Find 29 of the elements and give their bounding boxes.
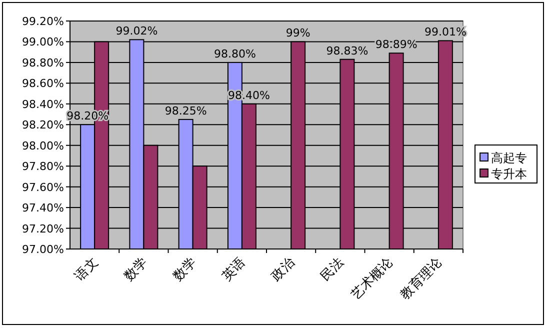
data-label: 98.25%: [164, 104, 207, 118]
y-tick-label: 97.80%: [22, 160, 64, 174]
y-tick-label: 98.20%: [22, 118, 64, 132]
y-tick-label: 97.00%: [22, 243, 64, 256]
x-tick-label: 艺术概论: [348, 255, 396, 303]
y-tick-label: 99.20%: [22, 15, 64, 28]
y-tick-label: 97.40%: [22, 202, 64, 215]
y-tick-label: 97.60%: [22, 180, 64, 194]
y-tick-label: 98.60%: [22, 77, 64, 90]
y-tick-label: 98.00%: [22, 139, 64, 152]
y-tick-label: 98.40%: [22, 98, 64, 111]
legend-label: 高起专: [491, 151, 527, 165]
data-label: 99.01%: [424, 26, 466, 39]
x-tick-label: 政治: [268, 255, 298, 284]
data-label: 98.80%: [214, 47, 256, 60]
data-label: 99.02%: [116, 24, 158, 38]
data-label: 98.83%: [326, 44, 368, 58]
x-tick-label: 数学: [122, 255, 151, 284]
y-tick-label: 99.00%: [22, 36, 64, 49]
x-tick-label: 英语: [220, 255, 249, 284]
x-tick-label: 语文: [72, 255, 102, 284]
y-tick-label: 98.80%: [22, 56, 64, 70]
y-tick-label: 97.20%: [22, 222, 64, 236]
x-tick-label: 民法: [318, 255, 348, 284]
data-label: 98.89%: [375, 38, 418, 52]
x-tick-label: 教育理论: [397, 254, 446, 303]
data-label: 99%: [286, 26, 310, 40]
x-tick-label: 数学: [170, 255, 200, 284]
legend-label: 专升本: [491, 167, 527, 181]
